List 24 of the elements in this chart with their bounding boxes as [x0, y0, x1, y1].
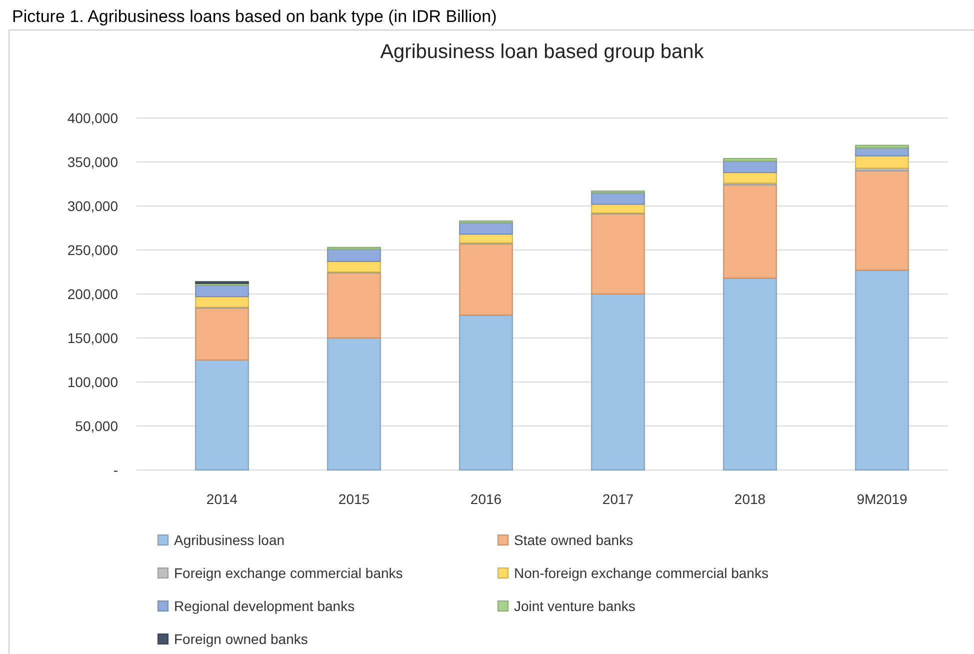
chart-title: Agribusiness loan based group bank — [380, 41, 705, 63]
x-tick-label: 2014 — [206, 491, 238, 507]
legend-label: Non-foreign exchange commercial banks — [514, 565, 768, 581]
y-tick-label: 300,000 — [67, 198, 118, 214]
x-tick-label: 2018 — [734, 491, 766, 507]
legend-label: State owned banks — [514, 532, 634, 548]
y-tick-label: 250,000 — [67, 242, 118, 258]
x-tick-label: 9M2019 — [856, 491, 908, 507]
y-tick-label: 200,000 — [67, 286, 118, 302]
legend-label: Agribusiness loan — [174, 532, 285, 548]
chart-subtitle: Picture 1. Agribusiness loans based on bank type (in IDR Billion) — [12, 7, 497, 26]
x-tick-label: 2016 — [470, 491, 502, 507]
y-tick-label: 100,000 — [67, 374, 118, 390]
legend-label: Foreign owned banks — [174, 631, 308, 647]
y-tick-label: 150,000 — [67, 330, 118, 346]
y-tick-label: - — [113, 462, 118, 478]
x-tick-label: 2017 — [602, 491, 634, 507]
legend-label: Joint venture banks — [514, 598, 636, 614]
legend-label: Regional development banks — [174, 598, 355, 614]
y-tick-label: 50,000 — [75, 418, 118, 434]
y-tick-label: 400,000 — [67, 110, 118, 126]
y-tick-label: 350,000 — [67, 154, 118, 170]
x-tick-label: 2015 — [338, 491, 370, 507]
legend-label: Foreign exchange commercial banks — [174, 565, 403, 581]
